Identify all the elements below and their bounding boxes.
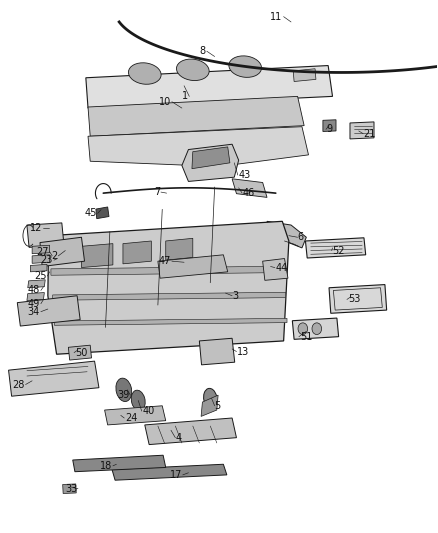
Polygon shape: [88, 127, 308, 166]
Text: 43: 43: [239, 170, 251, 180]
Text: 48: 48: [28, 286, 40, 295]
Text: 39: 39: [117, 390, 130, 400]
Text: 6: 6: [297, 232, 304, 243]
Polygon shape: [293, 69, 316, 82]
Text: 46: 46: [243, 188, 255, 198]
Text: 4: 4: [175, 433, 181, 443]
Text: 40: 40: [143, 406, 155, 416]
Polygon shape: [323, 120, 336, 132]
Polygon shape: [53, 292, 286, 300]
Text: 7: 7: [154, 187, 160, 197]
Text: 45: 45: [85, 208, 97, 219]
Text: 47: 47: [159, 256, 171, 266]
Polygon shape: [166, 238, 193, 260]
Text: 2: 2: [51, 251, 57, 261]
Polygon shape: [81, 244, 113, 268]
Polygon shape: [9, 361, 99, 396]
Text: 17: 17: [170, 470, 182, 480]
Polygon shape: [292, 318, 339, 340]
Polygon shape: [263, 259, 288, 280]
Text: 13: 13: [237, 346, 249, 357]
Polygon shape: [329, 285, 387, 313]
Polygon shape: [68, 345, 92, 360]
Polygon shape: [105, 406, 166, 425]
Ellipse shape: [204, 389, 217, 408]
Text: 8: 8: [200, 46, 206, 56]
Text: 24: 24: [125, 413, 138, 423]
Polygon shape: [17, 296, 80, 326]
Text: 50: 50: [75, 348, 87, 358]
Polygon shape: [51, 266, 284, 275]
Polygon shape: [28, 280, 45, 288]
Text: 10: 10: [159, 96, 171, 107]
Text: 44: 44: [276, 263, 288, 272]
Ellipse shape: [128, 63, 161, 84]
Text: 21: 21: [363, 128, 375, 139]
Ellipse shape: [131, 390, 145, 411]
Text: 28: 28: [12, 379, 25, 390]
Polygon shape: [96, 207, 109, 219]
Ellipse shape: [116, 378, 132, 401]
Text: 52: 52: [332, 246, 345, 255]
Polygon shape: [199, 338, 235, 365]
Text: 51: 51: [300, 332, 312, 342]
Polygon shape: [54, 318, 287, 325]
Polygon shape: [32, 255, 49, 263]
Text: 25: 25: [34, 271, 46, 281]
Polygon shape: [112, 464, 227, 480]
Ellipse shape: [229, 56, 261, 77]
Ellipse shape: [177, 59, 209, 80]
Ellipse shape: [298, 323, 307, 335]
Polygon shape: [305, 238, 366, 258]
Polygon shape: [350, 122, 374, 139]
Polygon shape: [123, 241, 151, 264]
Text: 3: 3: [232, 290, 238, 301]
Ellipse shape: [312, 323, 321, 335]
Polygon shape: [86, 66, 332, 108]
Text: 9: 9: [326, 124, 332, 134]
Polygon shape: [40, 237, 85, 266]
Polygon shape: [63, 484, 76, 494]
Text: 5: 5: [215, 401, 221, 411]
Text: 27: 27: [36, 247, 49, 256]
Text: 11: 11: [270, 12, 283, 22]
Polygon shape: [73, 455, 166, 472]
Polygon shape: [192, 147, 230, 168]
Polygon shape: [48, 221, 289, 354]
Text: 49: 49: [28, 298, 40, 309]
Polygon shape: [182, 144, 239, 181]
Polygon shape: [32, 245, 49, 254]
Text: 33: 33: [65, 484, 77, 494]
Text: 1: 1: [182, 91, 188, 101]
Text: 18: 18: [100, 461, 112, 471]
Text: 12: 12: [30, 223, 42, 233]
Polygon shape: [30, 264, 47, 272]
Polygon shape: [267, 221, 306, 248]
Text: 53: 53: [348, 294, 360, 304]
Polygon shape: [232, 179, 267, 197]
Polygon shape: [158, 255, 228, 278]
Polygon shape: [201, 395, 218, 416]
Polygon shape: [27, 223, 64, 247]
Text: 23: 23: [41, 255, 53, 265]
Polygon shape: [145, 418, 237, 445]
Polygon shape: [27, 293, 44, 301]
Text: 34: 34: [28, 306, 40, 317]
Polygon shape: [88, 96, 304, 136]
